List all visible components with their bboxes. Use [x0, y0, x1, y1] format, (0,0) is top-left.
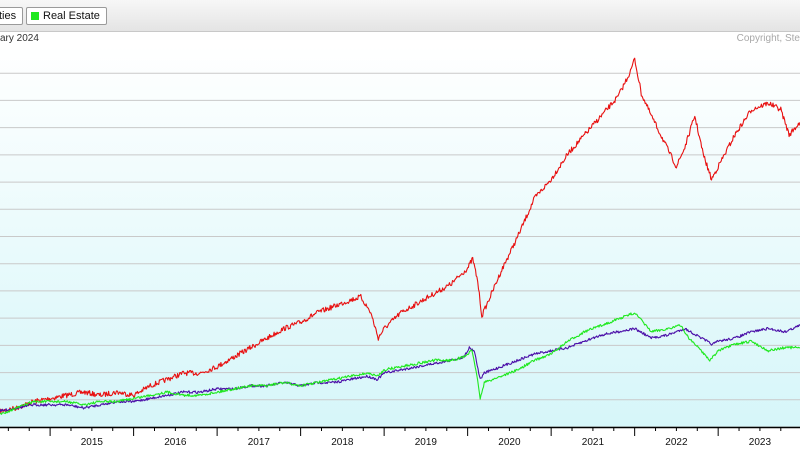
x-axis: 2015 2016 2017 2018 2019 2020 2021 2022 2023 [0, 426, 800, 448]
x-tick-label: 2021 [582, 437, 605, 448]
chart-subtitle: ary 2024 [0, 33, 39, 44]
legend-item-ties[interactable]: ties [0, 7, 24, 25]
series-line-real-estate [0, 312, 800, 415]
x-tick-label: 2018 [331, 437, 354, 448]
x-tick-label: 2022 [665, 437, 688, 448]
legend-swatch [31, 11, 39, 20]
series-line-unnamed-0 [0, 57, 800, 414]
x-tick-label: 2015 [81, 437, 104, 448]
x-tick-label: 2023 [749, 437, 772, 448]
x-tick-label: 2016 [164, 437, 187, 448]
series-layer [0, 57, 800, 415]
series-line-ties [0, 324, 800, 412]
legend-item-label: Real Estate [43, 10, 100, 22]
legend-toolbar: ties Real Estate [0, 0, 800, 32]
legend-item-label: ties [0, 10, 17, 22]
x-tick-label: 2017 [248, 437, 271, 448]
x-tick-label: 2019 [415, 437, 438, 448]
x-tick-label: 2020 [498, 437, 521, 448]
copyright-notice: Copyright, Ste [736, 33, 800, 44]
legend-item-real-estate[interactable]: Real Estate [26, 7, 107, 25]
